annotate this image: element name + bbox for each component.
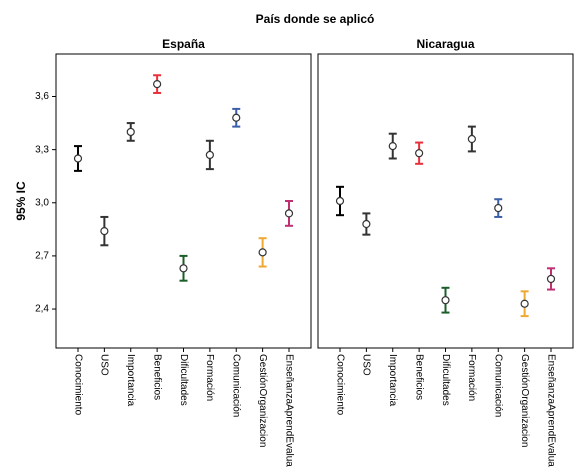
x-tick-label: Comunicación bbox=[231, 354, 242, 417]
x-tick-label: Comunicación bbox=[493, 354, 504, 417]
x-tick-label: Dificultades bbox=[178, 354, 189, 406]
x-tick-label: Dificultades bbox=[440, 354, 451, 406]
mean-marker bbox=[362, 219, 371, 229]
x-tick-label: Importancia bbox=[125, 354, 136, 407]
mean-marker bbox=[100, 227, 109, 236]
mean-marker bbox=[179, 264, 188, 273]
panel-frame bbox=[55, 53, 312, 349]
mean-marker bbox=[388, 141, 397, 151]
x-tick-label: EnseñanzaAprendEvaluac bbox=[283, 354, 294, 467]
x-tick-label: Beneficios bbox=[151, 354, 162, 400]
x-tick-label: Formación bbox=[466, 354, 477, 401]
mean-marker bbox=[284, 209, 294, 218]
panel-title: Nicaragua bbox=[416, 37, 474, 51]
y-tick-label: 2,4 bbox=[35, 304, 49, 315]
mean-marker bbox=[153, 80, 162, 89]
chart-title: País donde se aplicó bbox=[256, 12, 375, 26]
mean-marker bbox=[205, 150, 214, 160]
mean-marker bbox=[494, 203, 503, 213]
mean-marker bbox=[73, 154, 83, 163]
x-tick-label: GestiónOrganizacion bbox=[519, 354, 530, 447]
x-tick-label: Conocimiento bbox=[72, 354, 83, 416]
mean-marker bbox=[258, 248, 267, 257]
x-tick-label: Importancia bbox=[387, 354, 398, 407]
y-tick-label: 3,3 bbox=[35, 144, 49, 155]
mean-marker bbox=[520, 299, 529, 308]
x-tick-label: Conocimiento bbox=[334, 354, 345, 416]
mean-marker bbox=[467, 134, 476, 144]
mean-marker bbox=[126, 127, 135, 137]
y-axis-label: 95% IC bbox=[14, 181, 28, 221]
mean-marker bbox=[415, 149, 424, 158]
x-tick-label: USO bbox=[99, 354, 110, 376]
x-tick-label: Beneficios bbox=[413, 354, 424, 400]
mean-marker bbox=[441, 296, 450, 305]
y-tick-label: 3,6 bbox=[35, 91, 49, 102]
x-tick-label: GestiónOrganizacion bbox=[257, 354, 268, 447]
x-tick-label: Formación bbox=[204, 354, 215, 401]
x-tick-label: EnseñanzaAprendEvaluac bbox=[545, 354, 556, 467]
panel-title: España bbox=[162, 37, 205, 51]
mean-marker bbox=[546, 274, 556, 284]
mean-marker bbox=[232, 113, 241, 122]
y-tick-label: 3,0 bbox=[35, 197, 49, 208]
y-tick-label: 2,7 bbox=[35, 251, 49, 262]
x-tick-label: USO bbox=[361, 354, 372, 376]
mean-marker bbox=[335, 196, 345, 206]
